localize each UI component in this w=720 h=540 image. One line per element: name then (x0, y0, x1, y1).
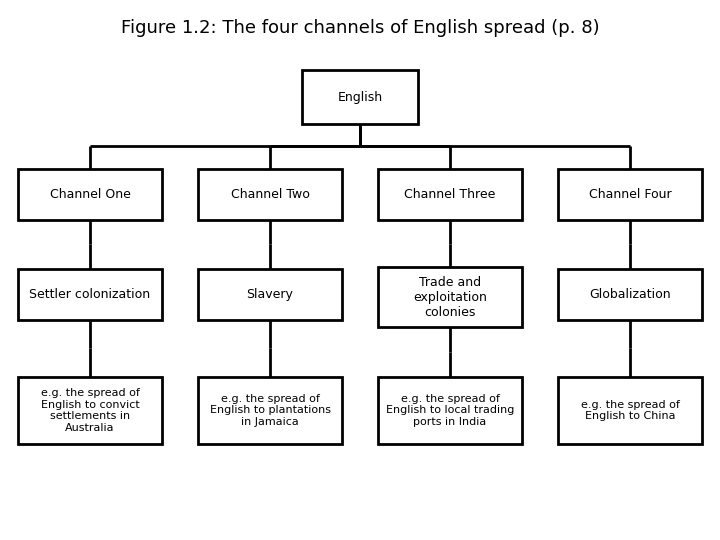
Text: English: English (338, 91, 382, 104)
Text: Channel One: Channel One (50, 188, 130, 201)
FancyBboxPatch shape (18, 377, 162, 444)
FancyBboxPatch shape (378, 267, 522, 327)
Text: e.g. the spread of
English to China: e.g. the spread of English to China (580, 400, 680, 421)
Text: Trade and
exploitation
colonies: Trade and exploitation colonies (413, 275, 487, 319)
FancyBboxPatch shape (18, 268, 162, 320)
FancyBboxPatch shape (18, 168, 162, 220)
Text: e.g. the spread of
English to plantations
in Jamaica: e.g. the spread of English to plantation… (210, 394, 330, 427)
Text: Slavery: Slavery (246, 288, 294, 301)
FancyBboxPatch shape (198, 268, 342, 320)
FancyBboxPatch shape (558, 268, 702, 320)
FancyBboxPatch shape (302, 70, 418, 124)
Text: Channel Three: Channel Three (405, 188, 495, 201)
Text: Figure 1.2: The four channels of English spread (p. 8): Figure 1.2: The four channels of English… (121, 19, 599, 37)
Text: Channel Four: Channel Four (589, 188, 671, 201)
FancyBboxPatch shape (558, 168, 702, 220)
Text: e.g. the spread of
English to local trading
ports in India: e.g. the spread of English to local trad… (386, 394, 514, 427)
Text: Globalization: Globalization (589, 288, 671, 301)
FancyBboxPatch shape (558, 377, 702, 444)
Text: Channel Two: Channel Two (230, 188, 310, 201)
FancyBboxPatch shape (378, 168, 522, 220)
Text: e.g. the spread of
English to convict
settlements in
Australia: e.g. the spread of English to convict se… (40, 388, 140, 433)
Text: Settler colonization: Settler colonization (30, 288, 150, 301)
FancyBboxPatch shape (198, 168, 342, 220)
FancyBboxPatch shape (198, 377, 342, 444)
FancyBboxPatch shape (378, 377, 522, 444)
